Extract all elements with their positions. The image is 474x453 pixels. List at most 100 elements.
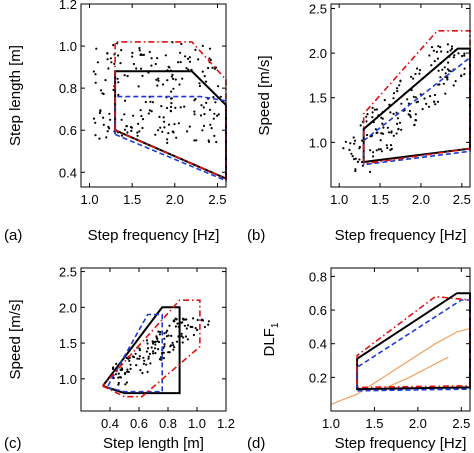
scatter-point <box>429 95 432 98</box>
scatter-point <box>127 370 130 373</box>
scatter-point <box>108 127 111 130</box>
scatter-point <box>188 125 191 128</box>
scatter-point <box>383 99 386 102</box>
scatter-point <box>443 66 446 69</box>
series-black-solid <box>362 47 471 163</box>
scatter-point <box>158 333 161 336</box>
scatter-point <box>117 93 120 97</box>
scatter-point <box>163 120 166 123</box>
scatter-point <box>412 95 415 98</box>
series-red-dashdot <box>356 295 471 389</box>
scatter-point <box>141 371 144 375</box>
scatter-point <box>409 115 412 119</box>
scatter-point <box>205 101 208 104</box>
scatter-point <box>433 100 436 103</box>
scatter-point <box>146 342 149 345</box>
scatter-point <box>172 348 175 351</box>
scatter-point <box>154 352 157 355</box>
scatter-point <box>150 110 153 113</box>
series-blue-dashed <box>114 95 227 182</box>
scatter-point <box>447 61 450 64</box>
scatter-point <box>365 120 368 123</box>
scatter-point <box>102 116 105 119</box>
scatter-point <box>430 64 433 67</box>
scatter-point <box>202 124 206 127</box>
series-blue-dashed <box>106 313 163 393</box>
x-tick-label: 1.5 <box>123 192 141 207</box>
scatter-point <box>198 82 201 85</box>
scatter-point <box>162 116 165 119</box>
scatter-point <box>148 352 151 355</box>
scatter-point <box>155 335 158 338</box>
scatter-point <box>163 345 166 348</box>
scatter-point <box>213 112 216 115</box>
scatter-point <box>416 100 420 103</box>
scatter-point <box>138 47 141 50</box>
scatter-point <box>181 77 184 80</box>
scatter-point <box>94 81 97 84</box>
scatter-point <box>139 67 143 70</box>
scatter-point <box>376 131 379 134</box>
scatter-point <box>163 343 166 346</box>
scatter-point <box>389 144 393 147</box>
scatter-point <box>354 168 357 171</box>
scatter-point <box>131 355 134 358</box>
y-axis-label: Step length [m] <box>7 45 24 146</box>
scatter-point <box>142 356 145 359</box>
scatter-point <box>99 109 102 112</box>
scatter-point <box>396 122 399 125</box>
scatter-point <box>209 58 212 62</box>
scatter-point <box>438 83 441 86</box>
series-red-dashdot <box>362 30 471 165</box>
y-tick-label: 2.5 <box>59 265 77 280</box>
scatter-point <box>160 105 163 108</box>
scatter-point <box>366 113 369 116</box>
scatter-point <box>194 48 197 52</box>
scatter-point <box>446 68 449 71</box>
scatter-point <box>377 148 380 151</box>
scatter-point <box>182 318 185 321</box>
y-tick-label: 1.0 <box>309 135 327 150</box>
scatter-point <box>154 343 157 346</box>
scatter-point <box>129 363 132 366</box>
scatter-point <box>126 75 129 78</box>
scatter-point <box>435 50 438 54</box>
panel-c: 0.4 0.6 0.8 1.0 1.2 1.0 1.5 2.0 2.5 Step length [… <box>4 265 235 452</box>
scatter-point <box>170 102 173 105</box>
panel-label: (a) <box>4 227 22 244</box>
scatter-point <box>386 126 389 129</box>
scatter-point <box>432 49 435 52</box>
scatter-point <box>425 102 428 105</box>
scatter-point <box>371 116 374 119</box>
scatter-point <box>463 73 466 76</box>
scatter-point <box>397 128 400 131</box>
scatter-point <box>147 355 150 358</box>
scatter-point <box>168 66 171 69</box>
scatter-point <box>142 53 145 57</box>
scatter-point <box>198 84 201 88</box>
scatter-point <box>414 113 417 116</box>
scatter-point <box>94 134 97 137</box>
series-black-solid <box>102 306 181 395</box>
scatter-point <box>185 67 188 70</box>
scatter-point <box>147 357 150 360</box>
scatter-point <box>163 126 166 129</box>
scatter-point <box>433 60 436 63</box>
scatter-point <box>186 57 190 61</box>
scatter-point <box>142 362 145 365</box>
scatter-point <box>128 359 131 362</box>
scatter-point <box>140 115 143 118</box>
scatter-point <box>152 350 155 353</box>
scatter-point <box>204 80 208 83</box>
scatter-point <box>117 81 120 84</box>
y-tick-label: 2.5 <box>309 1 327 16</box>
scatter-point <box>365 115 368 118</box>
scatter-point <box>208 57 211 60</box>
scatter-point <box>427 105 431 108</box>
scatter-point <box>180 335 183 338</box>
x-tick-label: 2.5 <box>208 192 226 207</box>
scatter-point <box>189 325 192 328</box>
scatter-point <box>428 54 431 57</box>
scatter-point <box>173 346 176 349</box>
scatter-point <box>193 110 196 113</box>
